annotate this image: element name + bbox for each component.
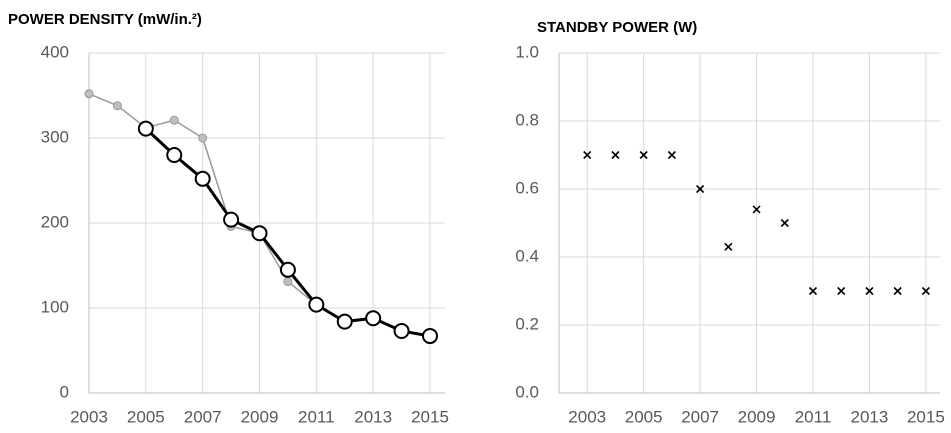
y-tick-label: 0.8	[515, 110, 539, 129]
point	[808, 286, 818, 296]
x-tick-label: 2003	[568, 407, 606, 426]
point	[308, 296, 325, 313]
x-tick-label: 2011	[795, 407, 832, 426]
point	[84, 89, 94, 99]
point	[724, 242, 733, 251]
chart-title: POWER DENSITY (mW/in.²)	[8, 11, 202, 28]
x-tick-label: 2009	[738, 407, 776, 426]
point	[583, 150, 592, 160]
point	[166, 147, 183, 163]
point	[837, 286, 846, 296]
x-tick-label: 2005	[625, 407, 663, 426]
point	[639, 150, 648, 160]
y-tick-label: 0	[60, 382, 69, 401]
point	[422, 328, 438, 345]
point	[865, 286, 874, 296]
point	[194, 170, 211, 187]
x-tick-label: 2003	[70, 407, 108, 426]
point	[251, 225, 268, 242]
x-tick-label: 2013	[851, 407, 889, 426]
point	[780, 218, 789, 228]
chart-title: STANDBY POWER (W)	[537, 19, 697, 36]
y-tick-label: 0.2	[515, 314, 539, 333]
y-tick-label: 400	[41, 42, 69, 61]
point	[611, 150, 620, 160]
point	[752, 205, 761, 214]
x-tick-label: 2007	[184, 407, 222, 426]
point	[223, 211, 240, 228]
y-tick-label: 100	[41, 297, 69, 316]
y-tick-label: 200	[41, 212, 69, 231]
x-tick-label: 2007	[681, 407, 719, 426]
point	[921, 286, 930, 296]
point	[279, 261, 296, 278]
point	[336, 313, 353, 330]
y-tick-label: 0.4	[515, 246, 539, 265]
point	[893, 286, 902, 296]
series-line	[144, 127, 431, 338]
y-tick-label: 0.6	[515, 178, 539, 197]
y-tick-label: 300	[41, 127, 69, 146]
y-tick-label: 1.0	[515, 42, 539, 61]
point	[169, 115, 179, 125]
x-tick-label: 2015	[907, 407, 945, 426]
x-tick-label: 2009	[241, 407, 279, 426]
point	[667, 150, 676, 160]
x-tick-label: 2011	[298, 407, 335, 426]
point	[137, 120, 154, 137]
point	[283, 277, 293, 287]
point	[198, 133, 208, 143]
x-tick-label: 2013	[354, 407, 392, 426]
x-tick-label: 2015	[411, 407, 449, 426]
y-tick-label: 0.0	[515, 382, 539, 401]
x-tick-label: 2005	[127, 407, 165, 426]
point	[365, 310, 382, 327]
point	[112, 101, 122, 111]
point	[393, 322, 410, 339]
point	[696, 184, 705, 194]
